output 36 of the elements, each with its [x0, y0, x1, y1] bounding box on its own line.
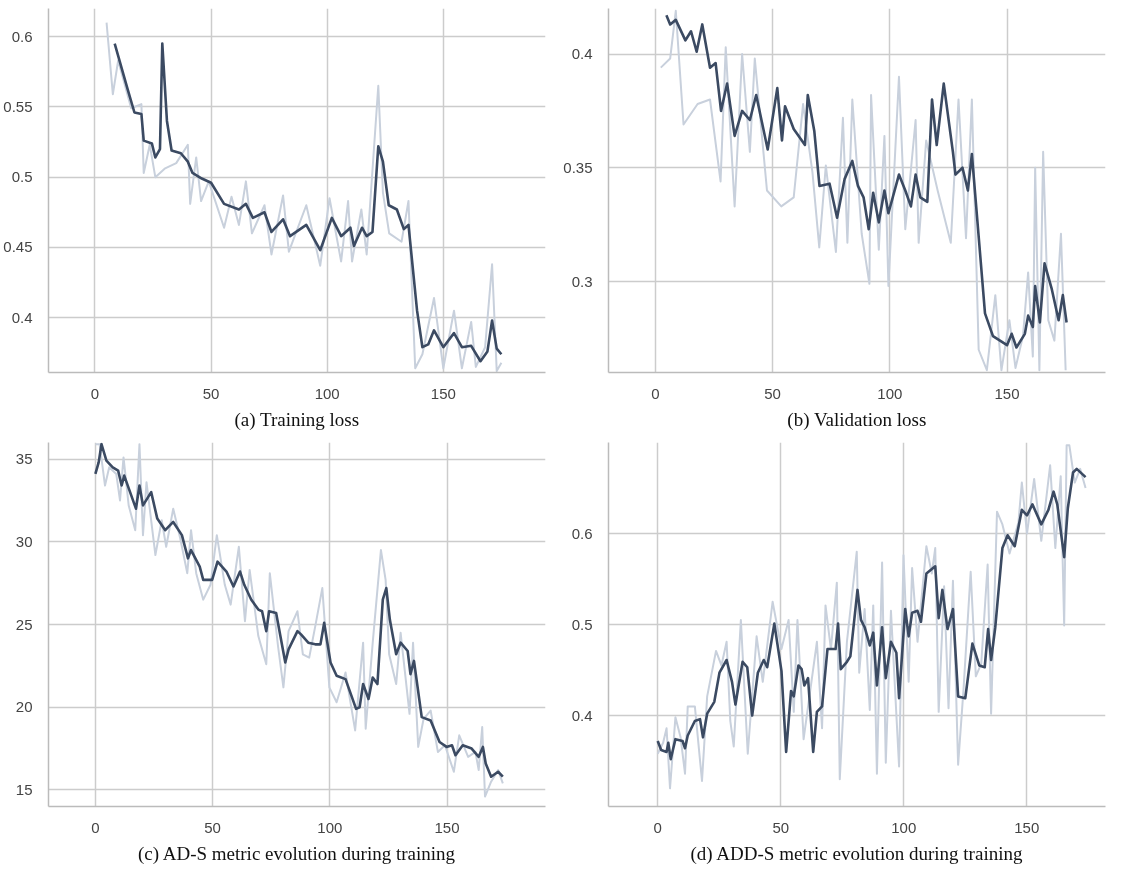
- y-tick-label: 35: [15, 450, 33, 468]
- y-tick-label: 0.45: [3, 238, 33, 256]
- y-tick-label: 0.4: [11, 308, 33, 326]
- x-tick-label: 150: [430, 384, 456, 402]
- text: (a) Training loss: [234, 408, 360, 431]
- x-tick-label: 100: [891, 818, 917, 836]
- x-tick-label: 150: [1014, 818, 1040, 836]
- y-tick-label: 20: [15, 698, 33, 716]
- text: (b) Validation loss: [787, 408, 927, 431]
- x-tick-label: 0: [90, 384, 100, 402]
- text: (c) AD-S metric evolution during training: [137, 842, 456, 865]
- x-tick-label: 0: [653, 818, 662, 836]
- x-tick-label: 100: [317, 818, 343, 836]
- x-tick-label: 0: [91, 818, 100, 836]
- y-tick-label: 0.55: [3, 97, 33, 115]
- x-tick-label: 150: [994, 384, 1020, 402]
- x-tick-label: 50: [772, 818, 790, 836]
- x-tick-label: 100: [314, 384, 340, 402]
- y-tick-label: 30: [15, 532, 33, 550]
- y-tick-label: 0.4: [571, 45, 593, 62]
- y-tick-label: 0.4: [571, 706, 593, 724]
- y-tick-label: 0.35: [563, 158, 593, 176]
- x-tick-label: 0: [651, 384, 660, 402]
- y-tick-label: 0.6: [571, 524, 593, 542]
- y-tick-label: 0.6: [11, 27, 33, 45]
- text: (d) ADD-S metric evolution during training: [690, 842, 1023, 865]
- y-tick-label: 0.5: [571, 615, 593, 633]
- y-tick-label: 0.3: [571, 272, 593, 290]
- x-tick-label: 50: [204, 818, 221, 836]
- y-tick-label: 15: [15, 780, 33, 798]
- y-tick-label: 0.5: [11, 168, 33, 186]
- y-tick-label: 25: [15, 615, 33, 633]
- x-tick-label: 150: [434, 818, 460, 836]
- x-tick-label: 50: [764, 384, 781, 402]
- x-tick-label: 100: [877, 384, 903, 402]
- x-tick-label: 50: [202, 384, 220, 402]
